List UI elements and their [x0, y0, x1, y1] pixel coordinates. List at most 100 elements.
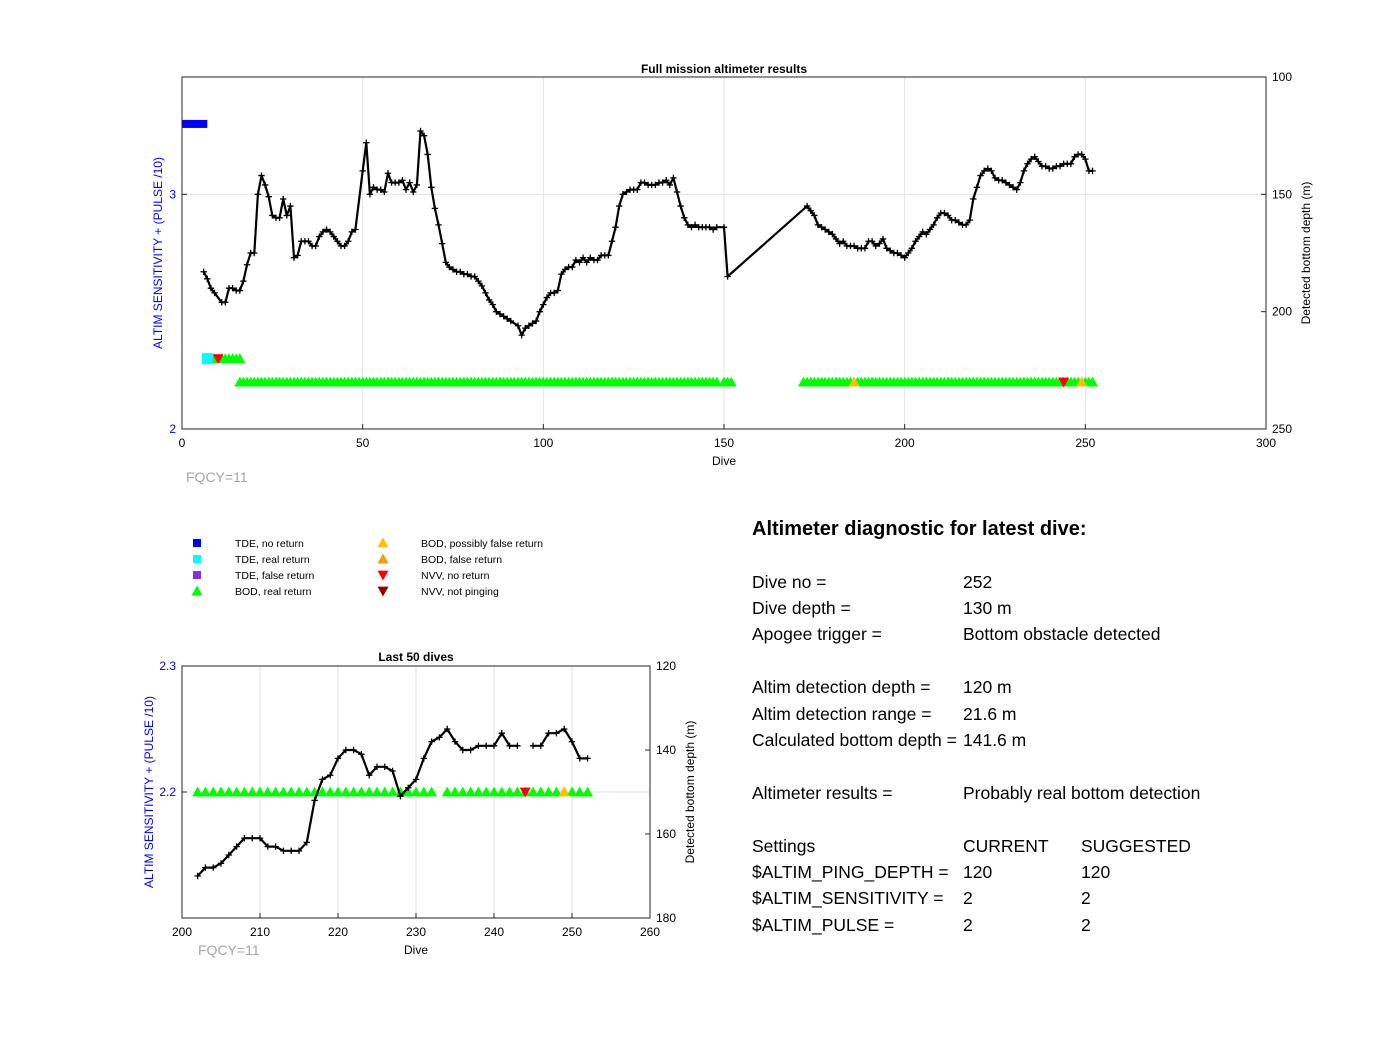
c1-bottom-depth-point — [507, 317, 515, 325]
legend-label: BOD, possibly false return — [421, 538, 543, 550]
c1-bottom-depth-point — [825, 228, 832, 236]
c1-bottom-depth-point — [897, 252, 905, 259]
c1-bottom-depth-point — [316, 233, 323, 240]
c1-tde-real-marker — [201, 353, 213, 365]
c1-bottom-depth-point — [901, 254, 908, 261]
c2-bod-real-marker — [566, 786, 578, 797]
pulse-suggested: 2 — [1081, 914, 1091, 935]
c1-bottom-depth-point — [489, 301, 496, 308]
c2-xtick-label: 240 — [484, 925, 504, 939]
c1-bottom-depth-point — [493, 308, 500, 315]
c1-bottom-depth-point — [254, 191, 262, 198]
c1-bottom-depth-point — [330, 233, 337, 240]
c1-bottom-depth-point — [988, 167, 995, 175]
c1-bottom-depth-point — [923, 231, 930, 238]
c2-bod-real-marker — [402, 786, 414, 797]
c1-bottom-depth-point — [457, 268, 464, 275]
c1-ytick-right-label: 100 — [1272, 70, 1292, 84]
c1-bottom-depth-point — [514, 322, 522, 329]
c2-bod-real-marker — [543, 786, 555, 797]
c2-bod-possibly-false-marker — [558, 786, 570, 797]
c1-bottom-depth-point — [428, 184, 435, 191]
chart2-ylabel-left: ALTIM SENSITIVITY + (PULSE /10) — [142, 696, 156, 888]
sensitivity-suggested: 2 — [1081, 888, 1091, 909]
chart1-marks — [182, 119, 1099, 388]
c1-bottom-depth-point — [1020, 167, 1028, 175]
c1-bottom-depth-point — [522, 324, 529, 332]
c2-bottom-depth-line — [196, 727, 588, 877]
c1-bottom-depth-point — [200, 268, 207, 275]
legend: TDE, no return TDE, real return TDE, false… — [191, 537, 543, 598]
c1-bottom-depth-point — [962, 221, 970, 229]
c2-xtick-label: 200 — [172, 925, 192, 939]
c1-bottom-depth-point — [294, 252, 301, 259]
c2-bottom-depth-point — [561, 725, 568, 733]
c2-bottom-depth-point — [483, 742, 490, 749]
c1-bottom-depth-point — [955, 219, 963, 226]
c1-bottom-depth-point — [666, 181, 673, 189]
c1-bottom-depth-point — [879, 235, 887, 243]
c1-bottom-depth-point — [840, 238, 847, 245]
c1-ytick-left-label: 2 — [169, 422, 176, 436]
c1-bottom-depth-point — [381, 188, 388, 196]
c1-bottom-depth-point — [836, 240, 843, 247]
c1-bottom-depth-point — [1067, 160, 1075, 168]
c2-bottom-depth-point — [358, 751, 365, 758]
c1-nvv-no-return-marker — [212, 354, 224, 365]
settings-label: Settings — [752, 835, 816, 856]
chart1-title: Full mission altimeter results — [641, 62, 807, 76]
c2-bottom-depth-point — [514, 742, 521, 749]
pulse-current: 2 — [963, 914, 973, 935]
c1-xtick-label: 300 — [1256, 436, 1276, 450]
c2-bottom-depth-point — [405, 784, 412, 791]
c1-bottom-depth-point — [612, 223, 619, 231]
c2-bottom-depth-point — [428, 738, 435, 745]
c2-bod-real-marker — [535, 786, 547, 797]
c2-bod-real-marker — [340, 786, 352, 797]
c1-bottom-depth-point — [1042, 162, 1049, 170]
c1-bottom-depth-point — [410, 188, 417, 196]
c2-bottom-depth-point — [537, 742, 544, 749]
c1-tde-no-return-bar — [182, 119, 208, 128]
c1-bottom-depth-point — [518, 331, 525, 339]
legend-label: TDE, no return — [235, 538, 304, 550]
c1-bottom-depth-point — [930, 221, 937, 229]
dive-no-label: Dive no = — [752, 571, 827, 592]
c1-bottom-depth-point — [905, 249, 912, 257]
c1-bottom-depth-point — [471, 273, 478, 280]
results-label: Altimeter results = — [752, 782, 893, 803]
c1-bottom-depth-point — [616, 202, 623, 210]
c1-bottom-depth-point — [417, 127, 424, 135]
c1-bottom-depth-point — [348, 228, 356, 236]
det-range-value: 21.6 m — [963, 703, 1017, 724]
c2-bod-real-marker — [574, 786, 586, 797]
ping-depth-suggested: 120 — [1081, 861, 1111, 882]
c1-bottom-depth-point — [276, 214, 283, 221]
sensitivity-current: 2 — [963, 888, 973, 909]
last-50-chart: Last 50 dives 200 210 220 230 240 250 260 2.2 2.… — [142, 650, 697, 958]
c1-bottom-depth-point — [1031, 153, 1038, 160]
c2-bottom-depth-point — [350, 746, 357, 754]
c2-bottom-depth-point — [202, 864, 209, 871]
legend-label: TDE, real return — [235, 554, 310, 566]
c2-bottom-depth-point — [412, 776, 420, 783]
c1-bottom-depth-point — [887, 247, 894, 254]
c1-bottom-depth-point — [485, 296, 493, 304]
c1-bottom-depth-point — [446, 263, 453, 271]
c1-ytick-left-label: 3 — [169, 187, 176, 201]
c2-bottom-depth-point — [381, 763, 388, 770]
c2-bottom-depth-point — [249, 835, 256, 842]
c2-bottom-depth-point — [459, 746, 466, 754]
c2-bod-real-marker — [301, 786, 313, 797]
c2-ytick-right-label: 180 — [656, 911, 676, 925]
c2-bod-real-marker — [324, 786, 336, 797]
c1-bottom-depth-point — [558, 270, 565, 278]
c1-bottom-depth-point — [941, 209, 948, 217]
c1-bottom-depth-point — [482, 289, 489, 297]
c1-bottom-depth-point — [554, 287, 561, 294]
c1-bottom-depth-point — [279, 195, 287, 203]
c1-bottom-depth-point — [662, 177, 670, 184]
c1-bottom-depth-point — [706, 223, 713, 231]
c2-bod-real-marker — [285, 786, 297, 797]
c2-bod-real-marker — [387, 786, 399, 797]
